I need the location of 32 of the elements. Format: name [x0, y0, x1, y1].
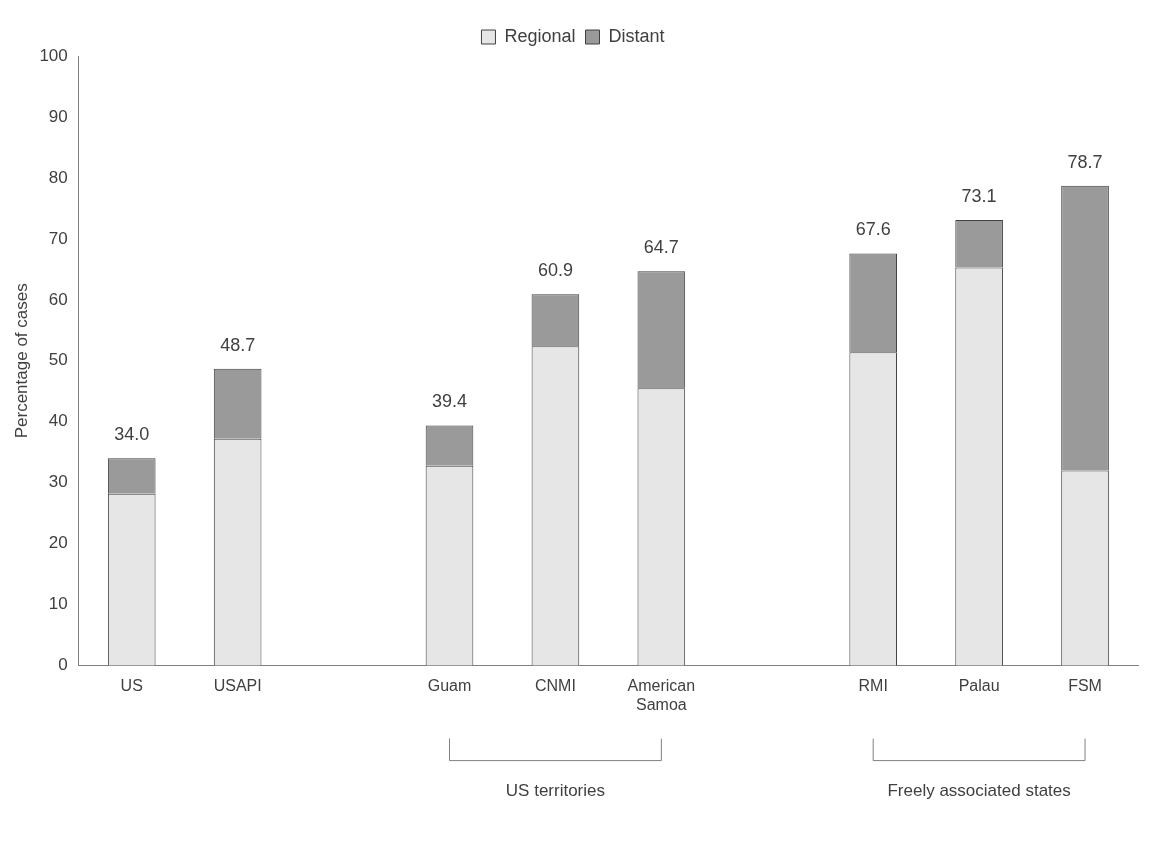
x-tick-label: RMI [858, 676, 888, 694]
x-tick-label: US [120, 676, 143, 694]
y-tick-label: 50 [48, 350, 68, 370]
legend-label: Regional [504, 25, 576, 46]
y-tick-label: 0 [58, 655, 68, 675]
x-tick-label: Guam [427, 676, 472, 694]
y-tick-label: 80 [48, 167, 68, 187]
total-label: 34.0 [114, 424, 150, 445]
y-axis-title: Percentage of cases [11, 283, 31, 439]
total-label: 73.1 [961, 185, 997, 206]
y-tick-label: 10 [48, 594, 68, 614]
y-tick-label: 90 [48, 106, 68, 126]
text: US territories [505, 780, 606, 800]
total-label: 39.4 [431, 391, 468, 412]
y-tick-label: 60 [48, 289, 68, 309]
y-tick-label: 30 [48, 472, 68, 492]
x-tick-label: Palau [958, 676, 1000, 694]
y-tick-label: 20 [48, 533, 68, 553]
x-tick-label: USAPI [213, 676, 262, 694]
y-tick-label: 70 [48, 228, 68, 248]
legend-label: Distant [608, 25, 665, 46]
total-label: 60.9 [537, 260, 573, 281]
x-tick-label: American Samoa [627, 676, 696, 713]
total-label: 78.7 [1067, 151, 1103, 172]
y-tick-label: 100 [39, 45, 68, 65]
x-tick-label: CNMI [534, 676, 576, 694]
y-tick-label: 40 [48, 411, 68, 431]
total-label: 48.7 [220, 334, 256, 355]
total-label: 67.6 [855, 219, 891, 240]
x-tick-label: FSM [1068, 676, 1102, 694]
total-label: 64.7 [643, 237, 679, 258]
text: Freely associated states [887, 780, 1071, 800]
